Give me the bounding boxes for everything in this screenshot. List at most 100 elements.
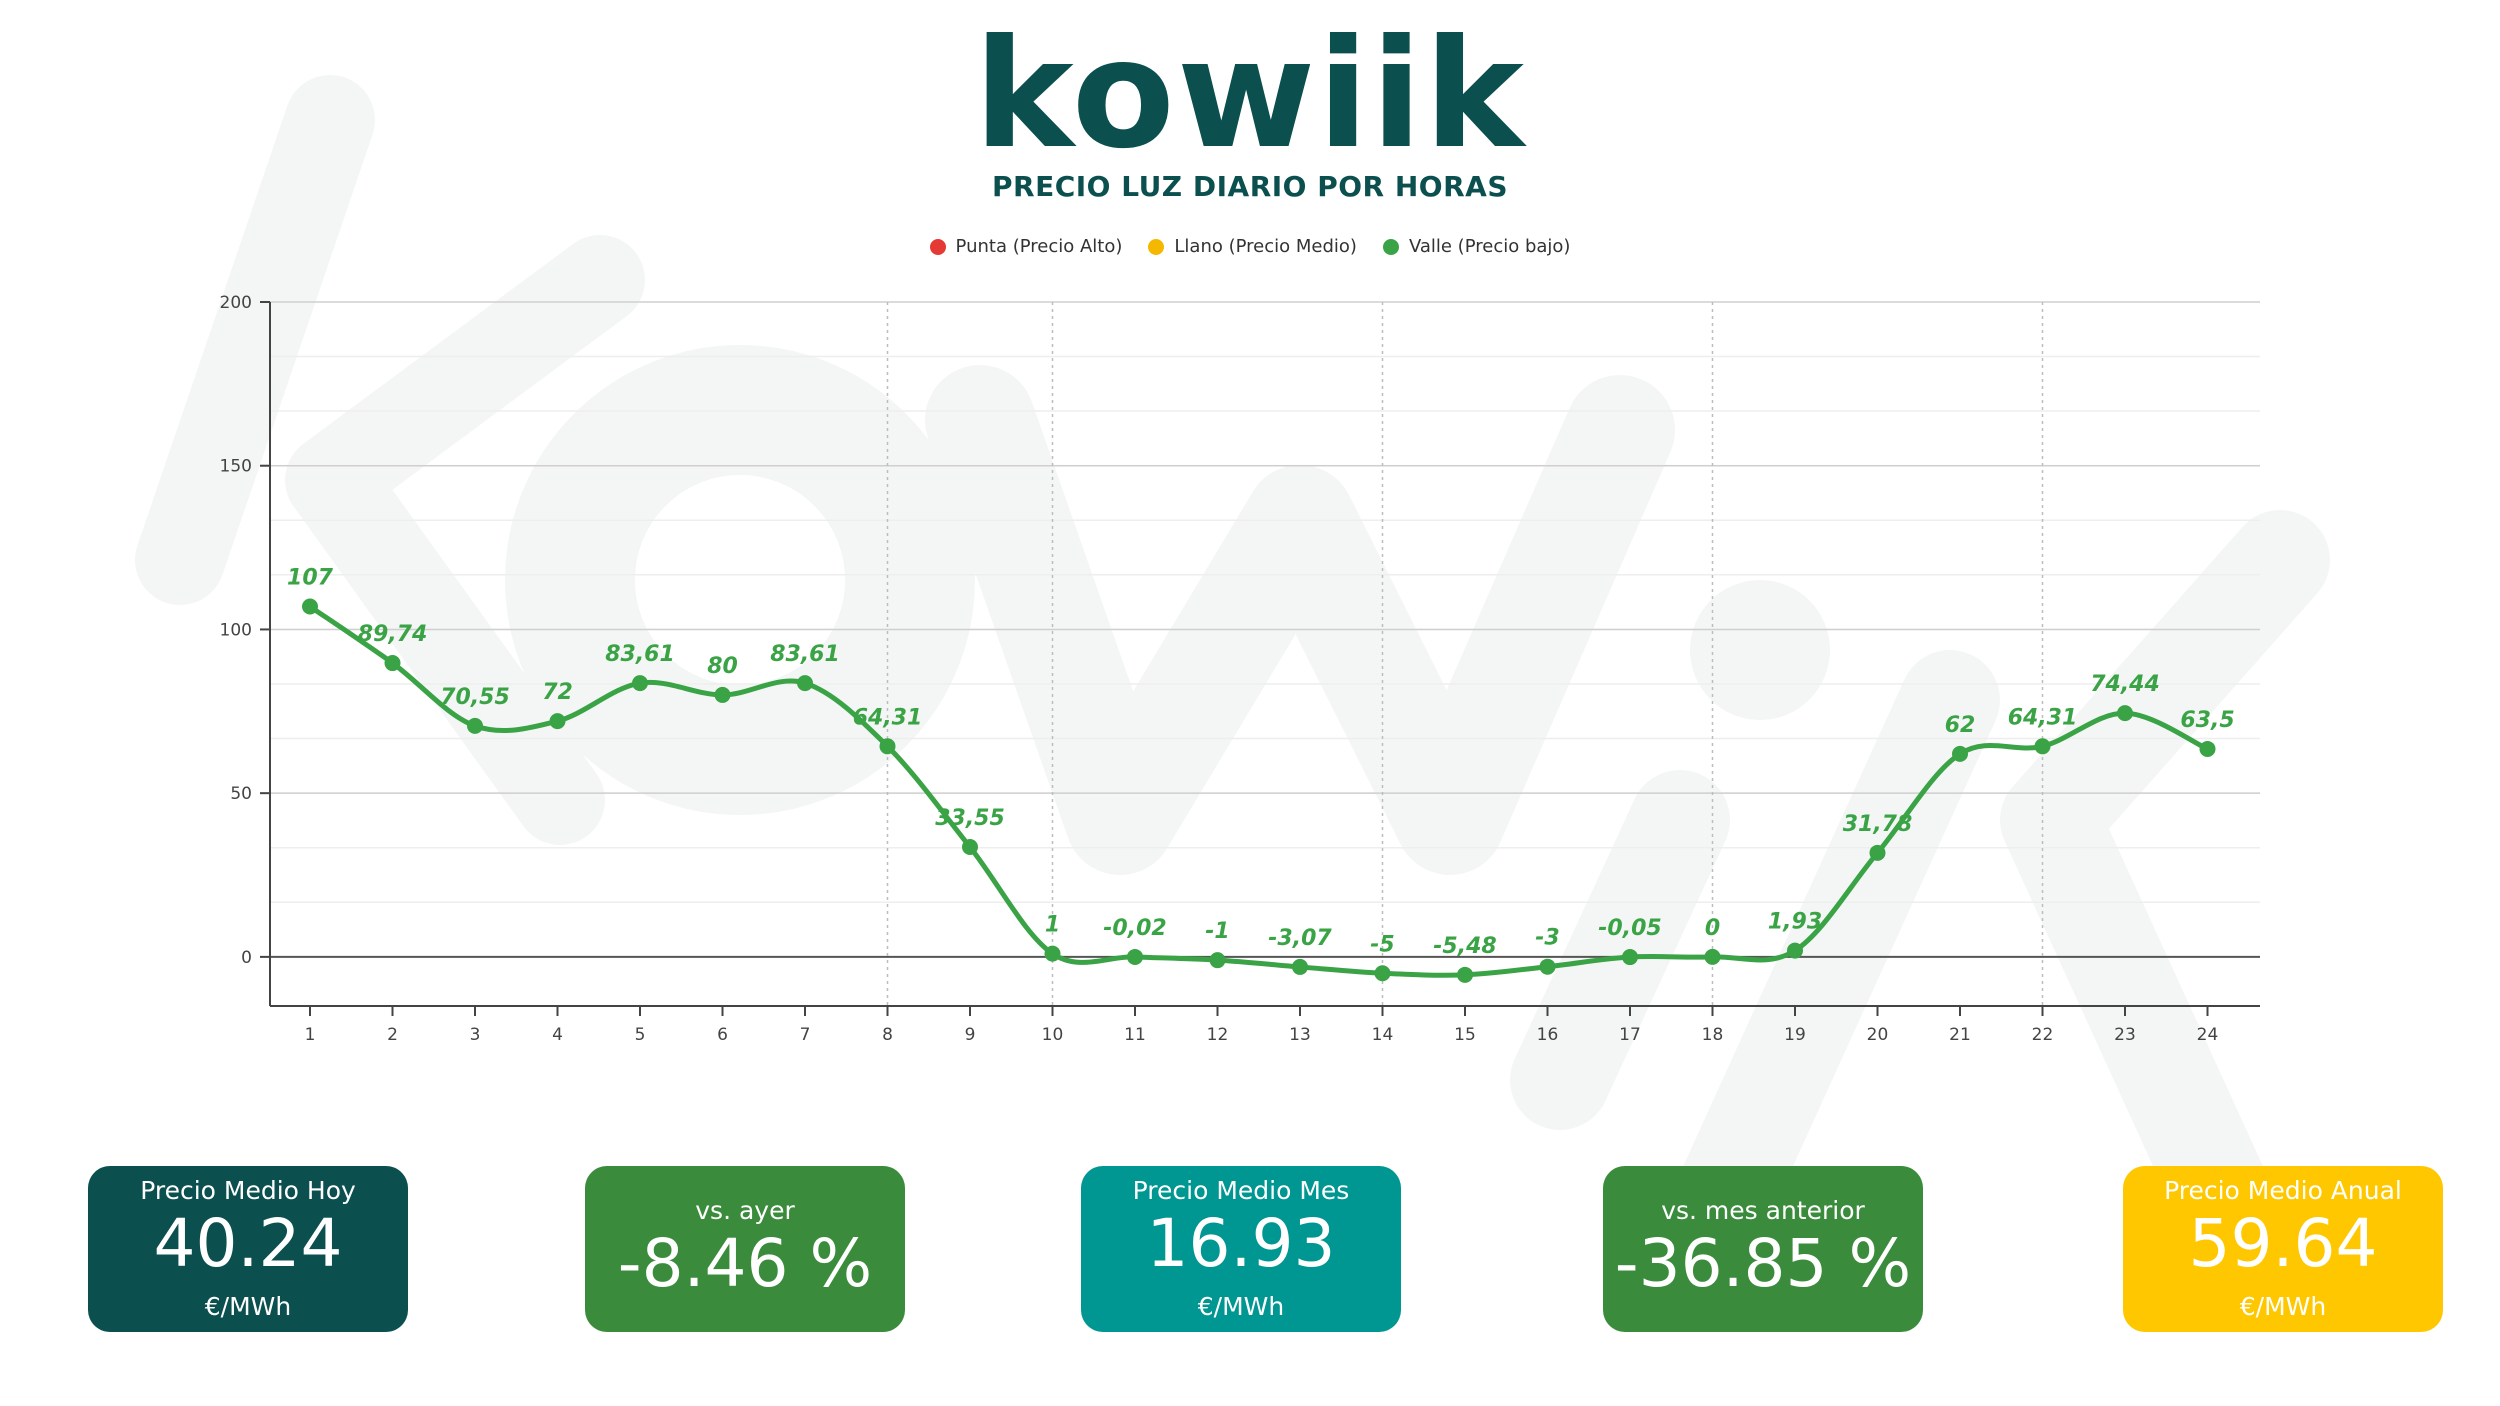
x-tick-label: 23 xyxy=(2114,1025,2136,1045)
x-tick-label: 9 xyxy=(965,1025,976,1045)
x-tick-label: 10 xyxy=(1042,1025,1064,1045)
data-point xyxy=(1374,965,1391,982)
data-point xyxy=(302,598,318,615)
card-precio-medio-hoy: Precio Medio Hoy 40.24 €/MWh xyxy=(88,1166,408,1332)
data-label: 1,93 xyxy=(1768,910,1822,935)
y-tick-label: 150 xyxy=(220,457,252,477)
x-tick-label: 4 xyxy=(552,1025,563,1045)
card-unit: €/MWh xyxy=(2239,1292,2327,1321)
legend-item-punta[interactable]: Punta (Precio Alto) xyxy=(929,236,1123,257)
data-point xyxy=(549,713,566,730)
data-label: -0,05 xyxy=(1598,916,1661,941)
x-tick-label: 8 xyxy=(882,1025,893,1045)
data-point xyxy=(962,839,978,856)
data-label: 33,55 xyxy=(935,806,1005,831)
data-point xyxy=(879,738,896,755)
data-point xyxy=(797,675,813,692)
x-tick-label: 19 xyxy=(1784,1025,1806,1045)
data-point xyxy=(1292,958,1308,975)
data-point xyxy=(1539,958,1556,975)
card-value: 16.93 xyxy=(1146,1205,1336,1282)
card-vs-ayer: vs. ayer -8.46 % xyxy=(585,1166,905,1332)
data-label: 83,61 xyxy=(770,642,840,667)
legend-label-punta: Punta (Precio Alto) xyxy=(955,236,1123,257)
x-tick-label: 21 xyxy=(1949,1025,1971,1045)
data-label: 0 xyxy=(1705,916,1720,941)
data-label: 31,78 xyxy=(1843,812,1913,837)
card-unit: €/MWh xyxy=(1197,1292,1285,1321)
data-label: -0,02 xyxy=(1103,916,1166,941)
x-tick-label: 1 xyxy=(305,1025,316,1045)
yellow-dot-icon xyxy=(1148,238,1165,255)
x-tick-label: 6 xyxy=(717,1025,728,1045)
card-value: 59.64 xyxy=(2188,1205,2378,1282)
chart-legend: Punta (Precio Alto) Llano (Precio Medio)… xyxy=(0,236,2500,257)
legend-label-llano: Llano (Precio Medio) xyxy=(1174,236,1357,257)
page-title: PRECIO LUZ DIARIO POR HORAS xyxy=(992,170,1508,203)
card-title: Precio Medio Mes xyxy=(1132,1176,1350,1205)
x-tick-label: 20 xyxy=(1867,1025,1889,1045)
data-point xyxy=(1457,966,1473,983)
data-point xyxy=(384,655,401,672)
data-label: 70,55 xyxy=(440,685,510,710)
data-point xyxy=(1952,745,1968,762)
data-label: 74,44 xyxy=(2090,672,2160,697)
data-point xyxy=(714,686,731,703)
card-value: -8.46 % xyxy=(617,1225,873,1302)
card-title: Precio Medio Hoy xyxy=(140,1176,356,1205)
legend-item-llano[interactable]: Llano (Precio Medio) xyxy=(1148,236,1357,257)
y-tick-label: 200 xyxy=(220,293,252,313)
data-point xyxy=(1127,948,1143,965)
data-point xyxy=(1209,952,1226,969)
x-tick-label: 15 xyxy=(1454,1025,1476,1045)
green-dot-icon xyxy=(1382,238,1399,255)
data-point xyxy=(1044,945,1061,962)
card-precio-medio-anual: Precio Medio Anual 59.64 €/MWh xyxy=(2123,1166,2443,1332)
card-value: 40.24 xyxy=(153,1205,343,1282)
data-point xyxy=(2199,740,2216,757)
x-tick-label: 11 xyxy=(1124,1025,1146,1045)
y-tick-label: 100 xyxy=(220,620,252,640)
data-point xyxy=(467,717,483,734)
data-point xyxy=(1704,948,1721,965)
data-point xyxy=(2034,738,2051,755)
x-tick-label: 2 xyxy=(387,1025,398,1045)
data-label: 72 xyxy=(542,680,573,705)
data-point xyxy=(1869,844,1886,861)
x-tick-label: 24 xyxy=(2197,1025,2219,1045)
data-label: 83,61 xyxy=(605,642,675,667)
x-tick-label: 18 xyxy=(1702,1025,1724,1045)
data-label: 63,5 xyxy=(2180,708,2234,733)
y-tick-label: 0 xyxy=(241,948,252,968)
data-label: 1 xyxy=(1045,913,1060,938)
red-dot-icon xyxy=(929,238,946,255)
legend-label-valle: Valle (Precio bajo) xyxy=(1408,236,1571,257)
x-tick-label: 22 xyxy=(2032,1025,2054,1045)
x-tick-label: 7 xyxy=(800,1025,811,1045)
x-tick-label: 17 xyxy=(1619,1025,1641,1045)
data-point xyxy=(1787,942,1803,959)
x-tick-label: 14 xyxy=(1372,1025,1394,1045)
card-title: Precio Medio Anual xyxy=(2164,1176,2402,1205)
data-label: 64,31 xyxy=(2008,705,2078,730)
card-vs-mes-anterior: vs. mes anterior -36.85 % xyxy=(1603,1166,1923,1332)
data-point xyxy=(632,675,648,692)
card-unit: €/MWh xyxy=(204,1292,292,1321)
data-label: 89,74 xyxy=(358,622,428,647)
card-precio-medio-mes: Precio Medio Mes 16.93 €/MWh xyxy=(1081,1166,1401,1332)
card-value: -36.85 % xyxy=(1614,1225,1912,1302)
data-label: 107 xyxy=(287,566,334,591)
x-tick-label: 12 xyxy=(1207,1025,1229,1045)
series-line xyxy=(308,604,2209,978)
x-tick-label: 13 xyxy=(1289,1025,1311,1045)
data-label: -3 xyxy=(1535,926,1559,951)
data-label: 80 xyxy=(707,654,738,679)
data-label: -5 xyxy=(1370,932,1394,957)
y-tick-label: 50 xyxy=(230,784,252,804)
data-label: -3,07 xyxy=(1268,926,1332,951)
data-label: 64,31 xyxy=(853,705,923,730)
data-label: 62 xyxy=(1945,713,1976,738)
data-point xyxy=(2117,705,2133,722)
legend-item-valle[interactable]: Valle (Precio bajo) xyxy=(1382,236,1571,257)
